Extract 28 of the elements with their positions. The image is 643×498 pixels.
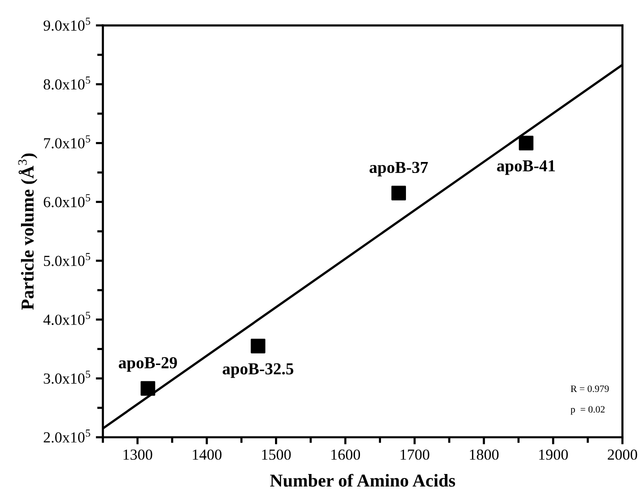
point [140,381,156,396]
x-tick-label: 1800 [470,449,499,460]
point [391,186,406,200]
x-tick-label: 1600 [331,449,360,460]
annotation: p = 0.02 [570,406,605,415]
x-tick-label: 1900 [539,449,568,460]
x-axis-title: Number of Amino Acids [270,474,456,487]
y-tick-label: 6.0x10$^{5}$ [44,194,90,208]
annotation: apoB-29 [118,357,177,372]
y-tick-label: 4.0x10$^{5}$ [43,312,90,325]
y-tick-label: 3.0x10$^{5}$ [44,370,90,384]
annotation: apoB-32.5 [222,363,294,378]
y-tick-label: 5.0x10$^{5}$ [44,253,90,266]
y-tick-label: 9.0x10$^{5}$ [44,18,90,31]
y-tick-label: 8.0x10$^{5}$ [44,76,90,90]
x-tick-label: 1400 [192,449,222,460]
y-tick-label: 2.0x10$^{5}$ [44,430,90,443]
x-tick-label: 1700 [400,449,430,460]
point [518,136,534,150]
x-tick-label: 2000 [608,449,638,460]
y-tick-label: 7.0x10$^{5}$ [44,135,90,148]
annotation: R = 0.979 [570,385,609,392]
y-axis-title: Particle volume (Å$^{3}$) [18,153,38,310]
annotation: apoB-41 [497,160,555,175]
x-tick-label: 1300 [124,449,152,460]
annotation: apoB-37 [370,162,428,176]
x-tick-label: 1500 [262,449,291,460]
point [250,338,266,354]
